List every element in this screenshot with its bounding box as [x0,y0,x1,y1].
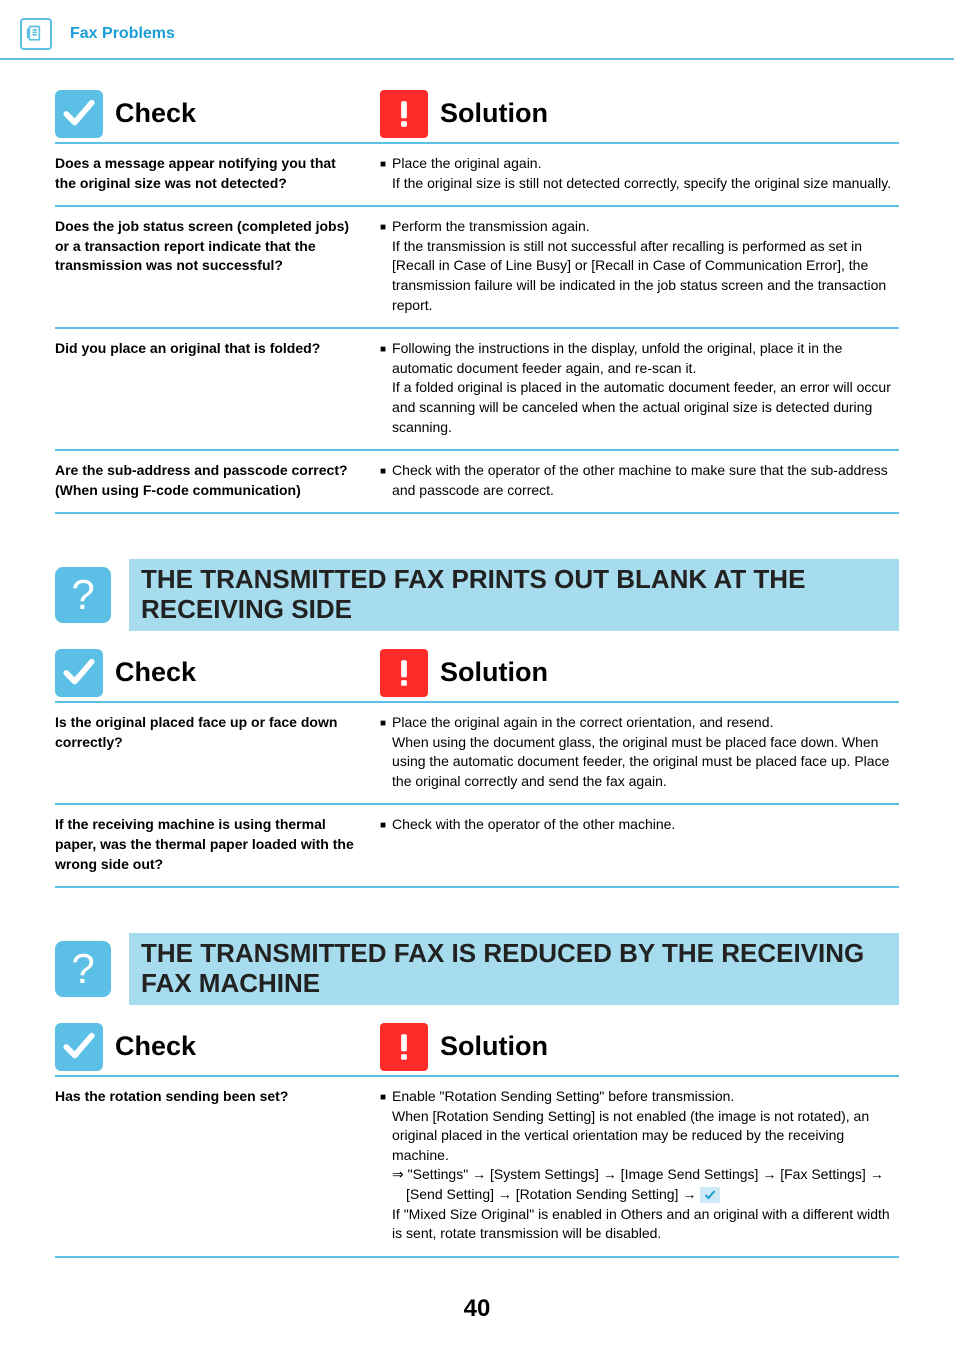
page-header: Fax Problems [0,0,954,60]
section-header: ? THE TRANSMITTED FAX PRINTS OUT BLANK A… [55,559,899,631]
alert-icon [380,649,428,697]
page-number: 40 [0,1292,954,1326]
table-row: Is the original placed face up or face d… [55,701,899,803]
check-cell: Does a message appear notifying you that… [55,154,380,193]
square-bullet-icon: ■ [380,1091,386,1105]
check-cell: Did you place an original that is folded… [55,339,380,437]
solution-lead: Following the instructions in the displa… [392,340,842,376]
check-icon [55,1023,103,1071]
table-row: If the receiving machine is using therma… [55,803,899,888]
table-row: Did you place an original that is folded… [55,327,899,449]
solution-heading: Solution [440,1028,548,1066]
alert-icon [380,90,428,138]
solution-detail: If the original size is still not detect… [392,174,899,194]
fax-page-icon [20,18,52,50]
check-heading: Check [115,95,196,133]
troubleshoot-table: Does a message appear notifying you that… [55,142,899,514]
question-icon: ? [55,567,111,623]
solution-cell: ■ Check with the operator of the other ma… [380,461,899,500]
column-headers: Check Solution [55,1023,899,1071]
check-cell: If the receiving machine is using therma… [55,815,380,874]
column-headers: Check Solution [55,90,899,138]
section-title: THE TRANSMITTED FAX IS REDUCED BY THE RE… [129,933,899,1005]
page-title: Fax Problems [70,23,175,45]
solution-cell: ■ Following the instructions in the displ… [380,339,899,437]
table-row: Has the rotation sending been set? ■ Enab… [55,1075,899,1258]
square-bullet-icon: ■ [380,343,386,357]
solution-heading: Solution [440,95,548,133]
solution-detail: When [Rotation Sending Setting] is not e… [392,1107,899,1166]
table-row: Does the job status screen (completed jo… [55,205,899,327]
square-bullet-icon: ■ [380,158,386,172]
solution-cell: ■ Place the original again in the correct… [380,713,899,791]
solution-detail: If the transmission is still not success… [392,237,899,315]
square-bullet-icon: ■ [380,717,386,731]
section-header: ? THE TRANSMITTED FAX IS REDUCED BY THE … [55,933,899,1005]
solution-tail: If "Mixed Size Original" is enabled in O… [392,1205,899,1244]
solution-lead: Perform the transmission again. [392,218,590,234]
checkbox-on-icon [700,1187,720,1203]
alert-icon [380,1023,428,1071]
square-bullet-icon: ■ [380,221,386,235]
check-cell: Are the sub-address and passcode correct… [55,461,380,500]
solution-detail: When using the document glass, the origi… [392,733,899,792]
check-icon [55,90,103,138]
troubleshoot-table: Is the original placed face up or face d… [55,701,899,888]
solution-lead: Check with the operator of the other mac… [392,462,888,498]
table-row: Does a message appear notifying you that… [55,142,899,205]
check-icon [55,649,103,697]
solution-lead: Place the original again. [392,155,541,171]
solution-cell: ■ Enable "Rotation Sending Setting" befor… [380,1087,899,1244]
solution-lead: Check with the operator of the other mac… [392,816,675,832]
solution-lead: Place the original again in the correct … [392,714,773,730]
check-heading: Check [115,1028,196,1066]
check-cell: Does the job status screen (completed jo… [55,217,380,315]
column-headers: Check Solution [55,649,899,697]
check-cell: Is the original placed face up or face d… [55,713,380,791]
troubleshoot-table: Has the rotation sending been set? ■ Enab… [55,1075,899,1258]
solution-cell: ■ Place the original again. If the origina… [380,154,899,193]
square-bullet-icon: ■ [380,819,386,833]
solution-lead: Enable "Rotation Sending Setting" before… [392,1088,734,1104]
settings-path: ⇒ "Settings" → [System Settings] → [Imag… [392,1165,899,1204]
section-title: THE TRANSMITTED FAX PRINTS OUT BLANK AT … [129,559,899,631]
question-icon: ? [55,941,111,997]
solution-heading: Solution [440,654,548,692]
solution-cell: ■ Perform the transmission again. If the t… [380,217,899,315]
table-row: Are the sub-address and passcode correct… [55,449,899,514]
square-bullet-icon: ■ [380,465,386,479]
check-cell: Has the rotation sending been set? [55,1087,380,1244]
check-heading: Check [115,654,196,692]
solution-detail: If a folded original is placed in the au… [392,378,899,437]
solution-cell: ■ Check with the operator of the other ma… [380,815,899,874]
